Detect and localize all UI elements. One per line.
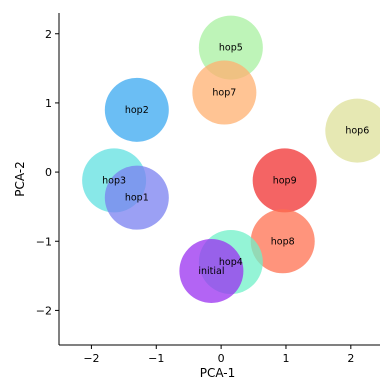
- marker-hop2: [104, 77, 169, 142]
- marker-label-hop6: hop6: [345, 126, 369, 137]
- y-tick-label: −1: [36, 235, 52, 248]
- marker-label-hop2: hop2: [125, 105, 149, 116]
- markers-layer: [82, 15, 380, 303]
- marker-hop9: [252, 148, 317, 213]
- x-tick-label: −2: [83, 352, 99, 365]
- axes: −2 −1 0 1 2 −2 −1 0 1 2 PCA-1 PCA-2: [13, 13, 380, 379]
- marker-label-hop8: hop8: [271, 236, 295, 247]
- marker-label-hop5: hop5: [219, 43, 243, 54]
- x-tick-label: 0: [218, 352, 225, 365]
- x-ticks: −2 −1 0 1 2: [83, 345, 354, 365]
- y-tick-label: −2: [36, 304, 52, 317]
- y-tick-label: 2: [45, 28, 52, 41]
- y-tick-label: 0: [45, 166, 52, 179]
- marker-label-hop3: hop3: [102, 175, 126, 186]
- marker-hop6: [325, 98, 380, 163]
- marker-label-hop1: hop1: [125, 193, 149, 204]
- marker-label-hop9: hop9: [273, 175, 297, 186]
- marker-hop8: [250, 209, 315, 274]
- y-tick-label: 1: [45, 97, 52, 110]
- x-axis-label: PCA-1: [200, 366, 236, 379]
- x-tick-label: 1: [282, 352, 289, 365]
- y-axis-label: PCA-2: [13, 161, 27, 197]
- y-ticks: −2 −1 0 1 2: [36, 28, 59, 317]
- marker-hop1: [104, 165, 169, 230]
- x-tick-label: −1: [148, 352, 164, 365]
- marker-hop7: [192, 60, 257, 125]
- marker-label-initial: initial: [198, 266, 224, 277]
- x-tick-label: 2: [347, 352, 354, 365]
- marker-label-hop7: hop7: [212, 88, 236, 99]
- marker-labels-layer: hop5 hop7 hop2 hop6 hop3 hop1 hop9 hop8 hop4init…: [102, 43, 369, 277]
- marker-label-hop4: hop4: [219, 257, 243, 268]
- marker-initial: [179, 238, 244, 303]
